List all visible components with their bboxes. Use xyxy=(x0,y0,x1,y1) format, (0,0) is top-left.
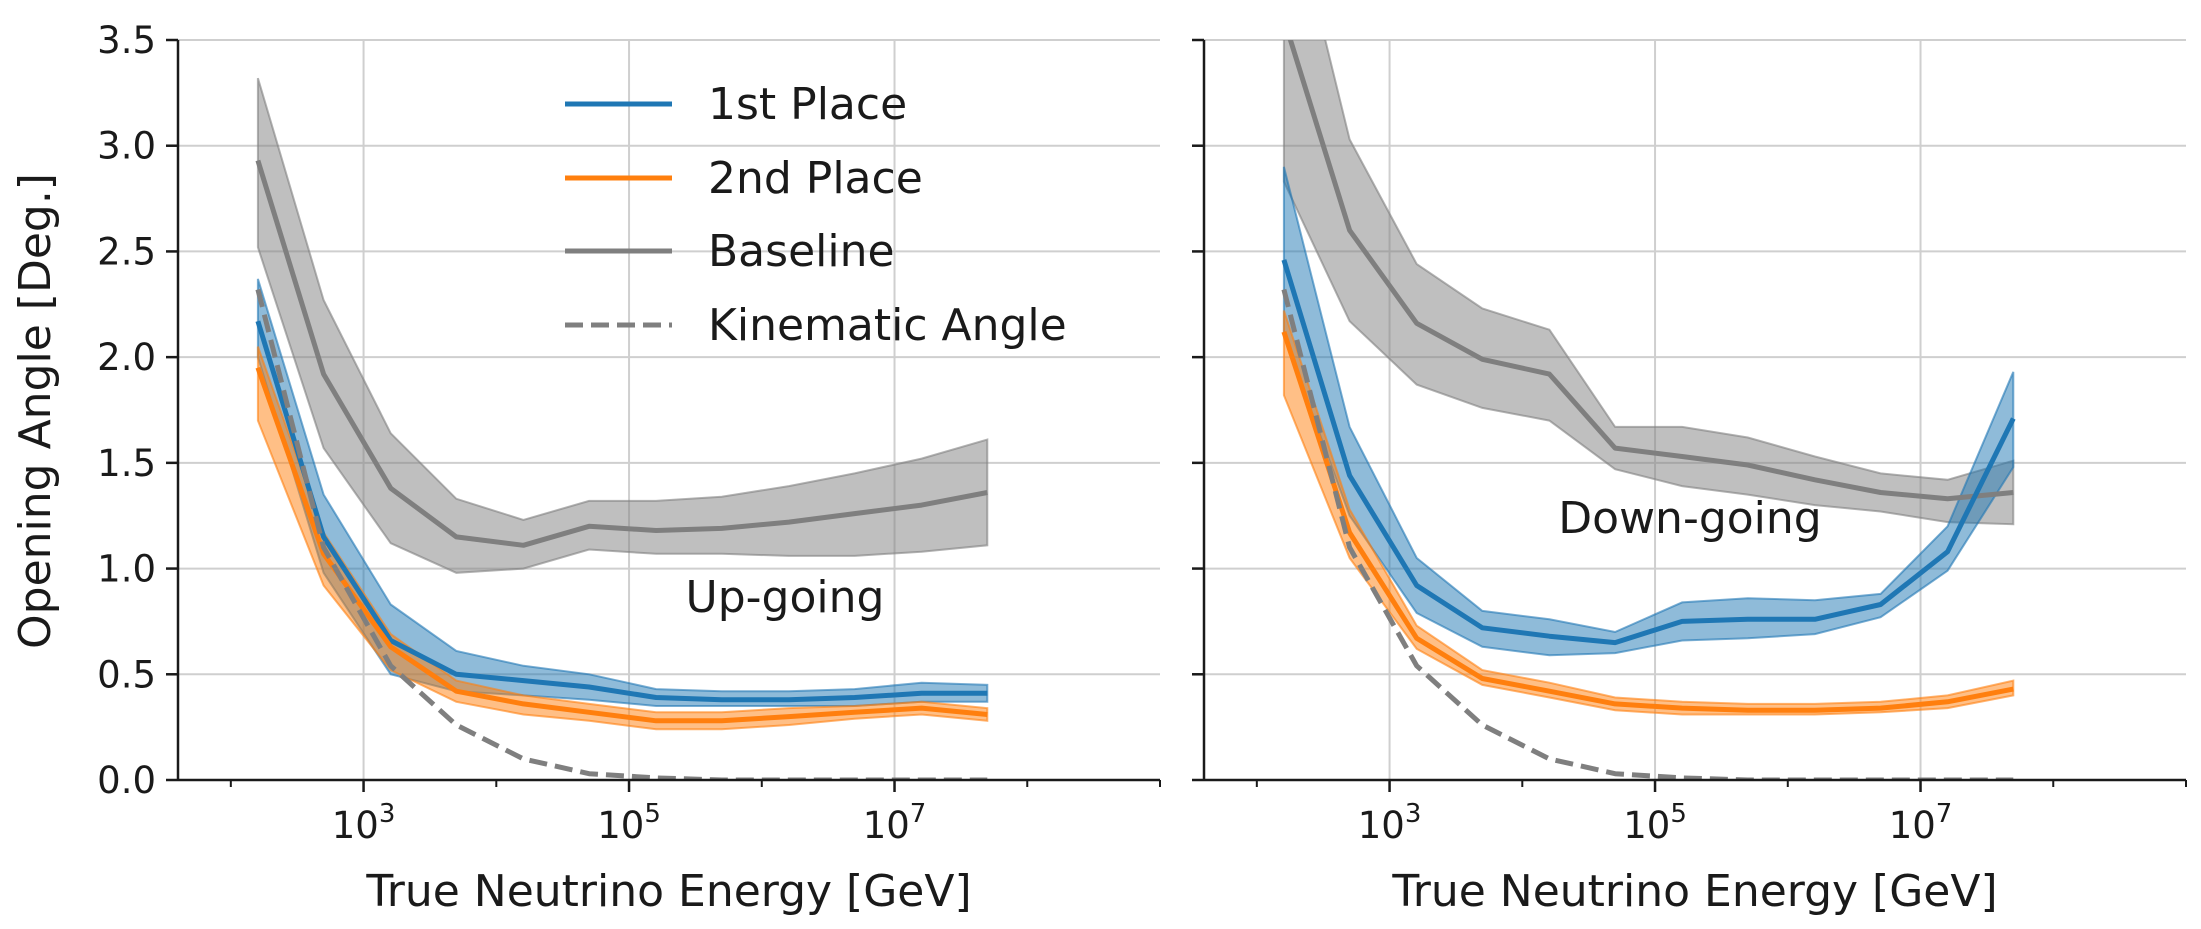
left-ytick-label-6: 3.0 xyxy=(97,125,156,168)
left-1st-place-line xyxy=(255,320,988,703)
left-2nd-place-band xyxy=(256,346,989,731)
left-baseline-band xyxy=(256,77,989,574)
left-x-axis-label: True Neutrino Energy [GeV] xyxy=(365,866,971,917)
legend: 1st Place 2nd Place Baseline Kinematic A… xyxy=(565,79,1067,351)
right-xtick-label-1: 105 xyxy=(1623,799,1687,847)
right-baseline-band xyxy=(1282,40,2015,526)
right-xtick-label-2: 107 xyxy=(1889,799,1953,847)
right-2nd-place-line xyxy=(1281,331,2014,713)
right-2nd-place-band xyxy=(1282,310,2015,716)
left-ytick-label-4: 2.0 xyxy=(97,336,156,379)
left-ytick-label-5: 2.5 xyxy=(97,230,156,273)
right-annotation: Down-going xyxy=(1558,493,1821,544)
left-xtick-label-1: 105 xyxy=(597,799,661,847)
left-ytick-label-2: 1.0 xyxy=(97,548,156,591)
right-baseline-line xyxy=(1287,40,2014,502)
right-x-axis-label: True Neutrino Energy [GeV] xyxy=(1391,866,1997,917)
left-baseline-line xyxy=(255,159,988,548)
left-xtick-label-0: 103 xyxy=(332,799,396,847)
left-ytick-label-0: 0.0 xyxy=(97,759,156,802)
legend-label-2nd-place: 2nd Place xyxy=(708,153,923,204)
left-ytick-label-1: 0.5 xyxy=(97,653,156,696)
left-panel: 0.0 0.5 1.0 1.5 2.0 2.5 3.0 3.5 103 105 107 True Ne… xyxy=(97,19,1161,917)
right-xtick-label-0: 103 xyxy=(1358,799,1422,847)
left-data-layer xyxy=(255,77,989,780)
left-xtick-label-2: 107 xyxy=(863,799,927,847)
left-ytick-label-3: 1.5 xyxy=(97,442,156,485)
right-kinematic-angle-line xyxy=(1281,288,2014,780)
left-ytick-label-7: 3.5 xyxy=(97,19,156,62)
right-data-layer xyxy=(1281,40,2016,780)
left-kinematic-angle-line xyxy=(255,288,988,780)
left-annotation: Up-going xyxy=(686,572,885,623)
right-1st-place-line xyxy=(1281,259,2016,646)
right-1st-place-band xyxy=(1282,166,2015,657)
right-panel: 103 105 107 True Neutrino Energy [GeV] Down-… xyxy=(1192,38,2187,917)
legend-label-kinematic-angle: Kinematic Angle xyxy=(708,300,1067,351)
legend-label-baseline: Baseline xyxy=(708,226,895,277)
left-2nd-place-line xyxy=(255,366,988,724)
legend-label-1st-place: 1st Place xyxy=(708,79,907,130)
y-axis-label: Opening Angle [Deg.] xyxy=(10,173,61,649)
